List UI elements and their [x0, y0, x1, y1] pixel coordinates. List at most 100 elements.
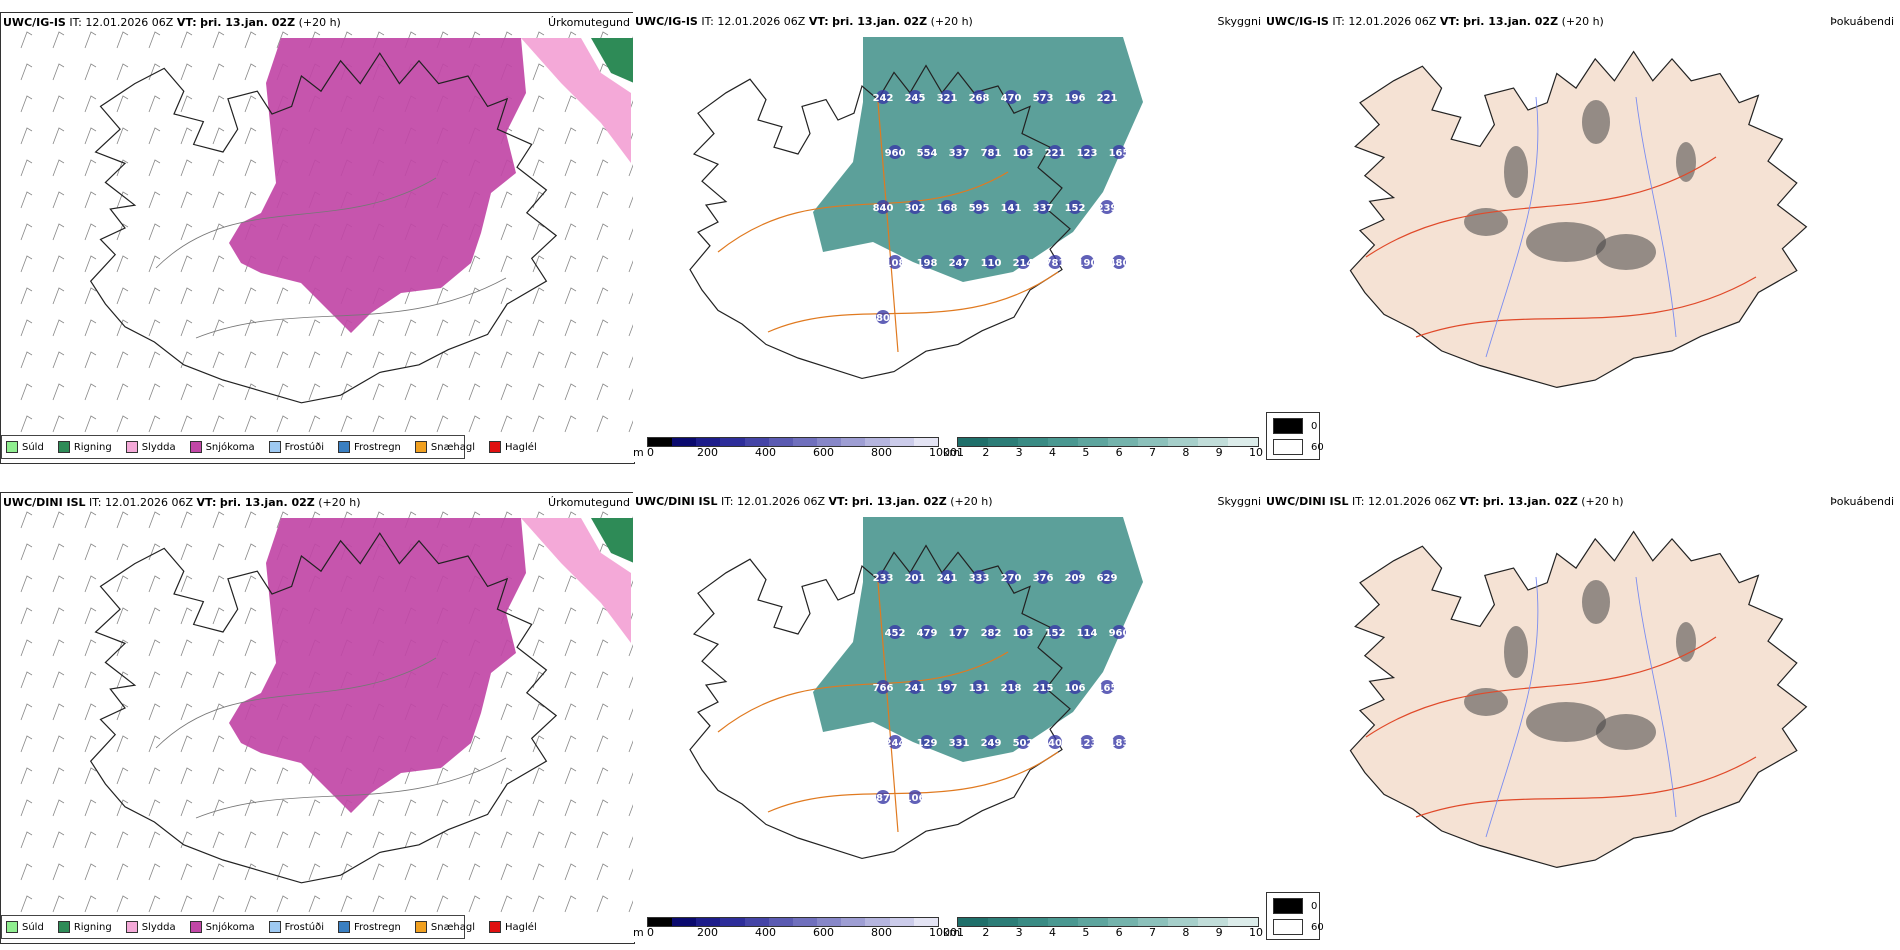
wind-barb: [276, 351, 289, 369]
wind-barb: [116, 95, 129, 113]
wind-barb: [564, 735, 577, 753]
wind-barb: [180, 31, 193, 49]
wind-barb: [244, 351, 257, 369]
wind-barb: [596, 223, 609, 241]
legend-item: Rigning: [57, 921, 112, 933]
wind-barb: [212, 63, 225, 81]
legend-item: Haglél: [489, 441, 537, 453]
wind-barb: [340, 383, 353, 401]
wind-barb: [84, 863, 97, 881]
wind-barb: [84, 831, 97, 849]
fog-legend-swatch: [1273, 418, 1303, 434]
wind-barb: [628, 897, 634, 913]
colorbar-step: [744, 918, 769, 926]
colorbar-tick: 4: [1049, 446, 1056, 459]
wind-barb: [564, 127, 577, 145]
cloud-base-cell: [908, 680, 922, 694]
coastline: [89, 532, 558, 884]
roads: [155, 177, 507, 339]
wind-barb: [564, 351, 577, 369]
precip-map: [20, 31, 634, 433]
wind-barb: [180, 511, 193, 529]
wind-barb: [532, 319, 545, 337]
colorbar-step: [1198, 438, 1228, 446]
cloud-base-cell: [1112, 625, 1126, 639]
legend-item: Frostregn: [338, 441, 401, 453]
wind-barb: [532, 159, 545, 177]
wind-barb: [180, 575, 193, 593]
wind-barb: [148, 255, 161, 273]
wind-barb: [148, 351, 161, 369]
wind-barb: [564, 255, 577, 273]
cloud-base-cell: [1100, 200, 1114, 214]
wind-barb: [244, 127, 257, 145]
wind-barb: [628, 385, 634, 401]
colorbar-tick: 1: [957, 446, 964, 459]
wind-barb: [52, 31, 65, 49]
wind-barb: [596, 319, 609, 337]
wind-barb: [276, 383, 289, 401]
wind-barb: [84, 895, 97, 913]
wind-barb: [628, 353, 634, 369]
cloud-base-cell: [876, 570, 890, 584]
wind-barb: [212, 95, 225, 113]
wind-barb: [596, 671, 609, 689]
wind-barb: [628, 225, 634, 241]
wind-barb: [212, 287, 225, 305]
colorbar-step: [889, 918, 914, 926]
wind-barb: [596, 127, 609, 145]
visibility-colorbar: km 1 2 3 4 5 6 7 8 9 10: [943, 437, 1265, 462]
wind-barb: [212, 415, 225, 433]
wind-barb: [564, 319, 577, 337]
cloud-base-value: 80: [876, 313, 890, 324]
wind-barb: [212, 639, 225, 657]
wind-barb: [308, 319, 321, 337]
cloud-base-cell: [1112, 255, 1126, 269]
wind-barb: [468, 895, 481, 913]
legend-swatch: [414, 921, 427, 933]
wind-barb: [116, 735, 129, 753]
wind-barb: [84, 639, 97, 657]
colorbar-step: [648, 918, 673, 926]
fog-legend-item: 0: [1273, 898, 1317, 914]
wind-barb: [276, 895, 289, 913]
cloud-base-value: 165: [1097, 683, 1118, 694]
wind-barb: [244, 415, 257, 433]
legend-item: Snjókoma: [189, 921, 255, 933]
cloud-base-cell: [1036, 570, 1050, 584]
wind-barb: [468, 255, 481, 273]
colorbar-step: [1018, 918, 1048, 926]
legend-item: Súld: [6, 921, 44, 933]
colorbar-step: [817, 918, 842, 926]
cloud-base-value: 221: [1097, 93, 1118, 104]
cloud-base-value: 108: [885, 258, 906, 269]
wind-barb: [20, 255, 33, 273]
cloud-base-cell: [1100, 680, 1114, 694]
legend-label: Haglél: [505, 441, 537, 453]
wind-barb: [212, 735, 225, 753]
cloud-base-cell: [972, 570, 986, 584]
cloud-base-value: 244: [885, 738, 906, 749]
panel-title: UWC/IG-IS IT: 12.01.2026 06Z VT: þri. 13…: [635, 15, 973, 28]
wind-barb: [532, 255, 545, 273]
cloud-base-cell: [952, 145, 966, 159]
wind-barb: [532, 863, 545, 881]
cloud-base-cell: [1112, 735, 1126, 749]
colorbar-tick: 9: [1215, 926, 1223, 939]
wind-barb: [20, 607, 33, 625]
wind-barb: [468, 383, 481, 401]
wind-barb: [532, 383, 545, 401]
fog-legend-label: 60: [1311, 441, 1324, 453]
legend-label: Súld: [22, 921, 44, 933]
wind-barb: [52, 191, 65, 209]
panel-title: UWC/IG-IS IT: 12.01.2026 06Z VT: þri. 13…: [3, 16, 341, 29]
wind-barb: [468, 831, 481, 849]
panel-field-name: Þokuábendi: [1830, 495, 1894, 508]
cloud-base-cell: [952, 625, 966, 639]
colorbar-unit: m: [633, 446, 644, 459]
wind-barb: [244, 863, 257, 881]
colorbar-tick: 600: [813, 446, 834, 459]
wind-barb: [244, 639, 257, 657]
cloud-base-value: 214: [1013, 258, 1034, 269]
wind-barb: [20, 351, 33, 369]
